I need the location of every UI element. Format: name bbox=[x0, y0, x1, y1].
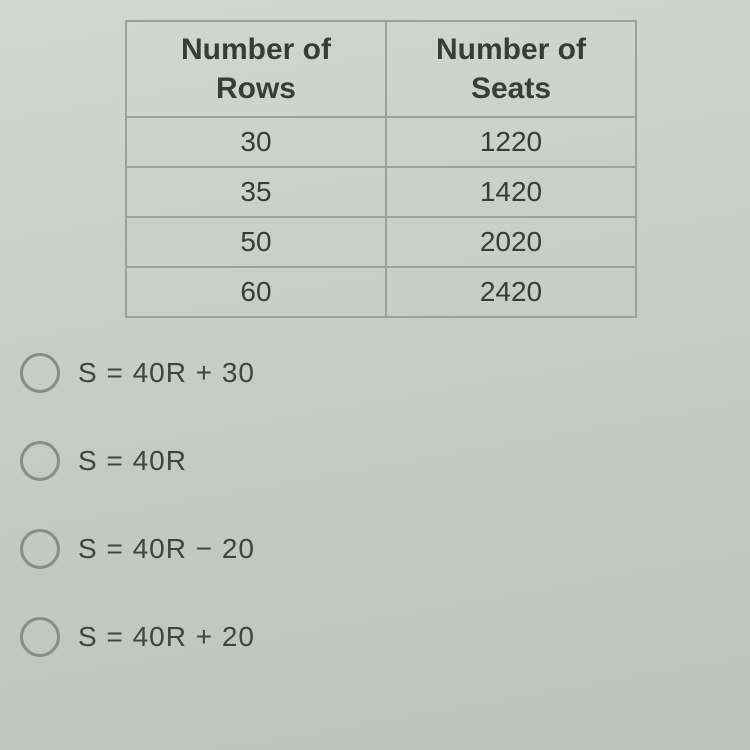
header-line2: Rows bbox=[216, 72, 296, 105]
cell-seats: 1220 bbox=[386, 117, 636, 167]
cell-seats: 1420 bbox=[386, 167, 636, 217]
option-label: S = 40R + 30 bbox=[78, 357, 255, 389]
table-row: 30 1220 bbox=[126, 117, 636, 167]
table-row: 35 1420 bbox=[126, 167, 636, 217]
data-table-container: Number of Rows Number of Seats 30 1220 3… bbox=[125, 20, 730, 318]
option-label: S = 40R + 20 bbox=[78, 621, 255, 653]
radio-button[interactable] bbox=[20, 529, 60, 569]
option-label: S = 40R − 20 bbox=[78, 533, 255, 565]
table-row: 60 2420 bbox=[126, 267, 636, 317]
header-line1: Number of bbox=[181, 33, 331, 66]
radio-button[interactable] bbox=[20, 353, 60, 393]
header-line2: Seats bbox=[471, 72, 551, 105]
cell-seats: 2420 bbox=[386, 267, 636, 317]
radio-button[interactable] bbox=[20, 617, 60, 657]
option-item[interactable]: S = 40R − 20 bbox=[20, 529, 730, 569]
header-line1: Number of bbox=[436, 33, 586, 66]
option-item[interactable]: S = 40R + 20 bbox=[20, 617, 730, 657]
cell-rows: 60 bbox=[126, 267, 386, 317]
option-label: S = 40R bbox=[78, 445, 187, 477]
table-header-row: Number of Rows Number of Seats bbox=[126, 21, 636, 117]
column-header-seats: Number of Seats bbox=[386, 21, 636, 117]
table-row: 50 2020 bbox=[126, 217, 636, 267]
data-table: Number of Rows Number of Seats 30 1220 3… bbox=[125, 20, 637, 318]
cell-rows: 30 bbox=[126, 117, 386, 167]
cell-rows: 50 bbox=[126, 217, 386, 267]
option-item[interactable]: S = 40R + 30 bbox=[20, 353, 730, 393]
option-item[interactable]: S = 40R bbox=[20, 441, 730, 481]
options-list: S = 40R + 30 S = 40R S = 40R − 20 S = 40… bbox=[20, 353, 730, 657]
column-header-rows: Number of Rows bbox=[126, 21, 386, 117]
cell-rows: 35 bbox=[126, 167, 386, 217]
radio-button[interactable] bbox=[20, 441, 60, 481]
cell-seats: 2020 bbox=[386, 217, 636, 267]
